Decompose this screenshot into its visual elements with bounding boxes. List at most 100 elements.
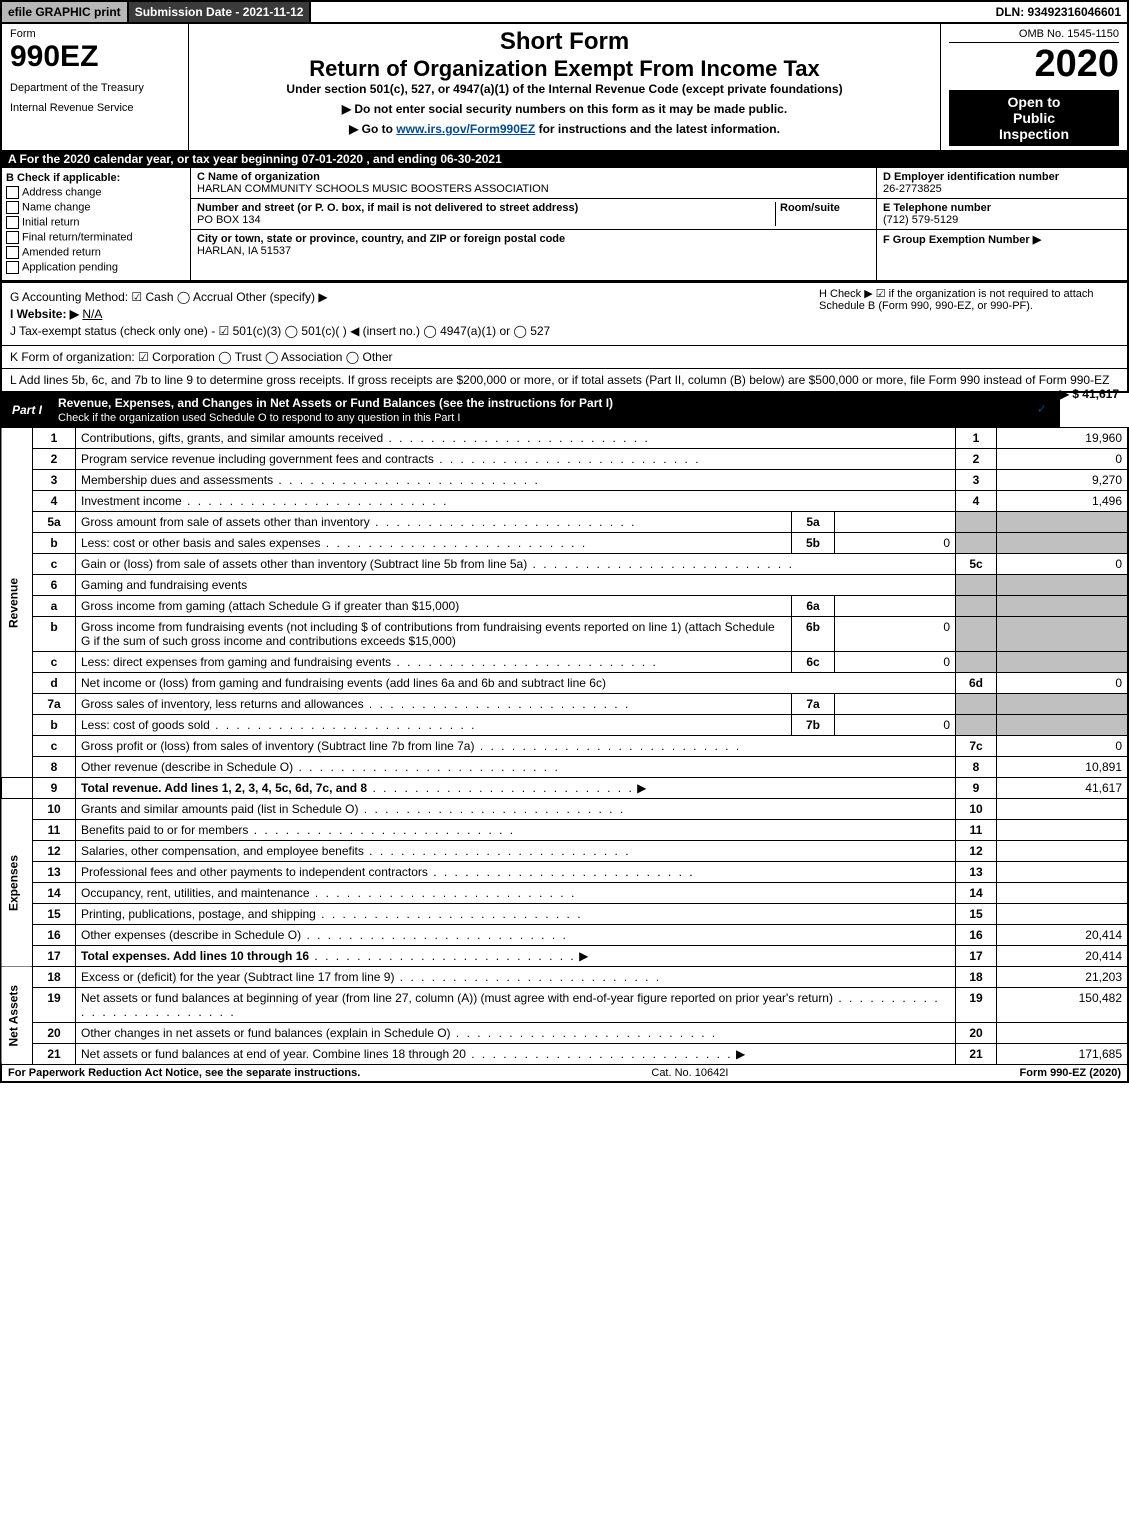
group-exemption-label: F Group Exemption Number ▶ (883, 234, 1041, 246)
l5a-rn (956, 512, 997, 533)
l11-amt (997, 820, 1129, 841)
line-k-row: K Form of organization: ☑ Corporation ◯ … (0, 345, 1129, 368)
l17-num: 17 (33, 946, 76, 967)
org-name: HARLAN COMMUNITY SCHOOLS MUSIC BOOSTERS … (197, 183, 549, 195)
cb-application-pending[interactable]: Application pending (6, 261, 186, 274)
l18-amt: 21,203 (997, 967, 1129, 988)
l17-rn: 17 (956, 946, 997, 967)
l14-desc: Occupancy, rent, utilities, and maintena… (76, 883, 956, 904)
l7c-desc: Gross profit or (loss) from sales of inv… (76, 736, 956, 757)
part1-schedule-o-checkbox[interactable] (1036, 404, 1049, 417)
cb-amended-return[interactable]: Amended return (6, 246, 186, 259)
l9-amt: 41,617 (997, 778, 1129, 799)
l7b-subval: 0 (835, 715, 956, 736)
l5b-num: b (33, 533, 76, 554)
l6d-rn: 6d (956, 673, 997, 694)
l5c-num: c (33, 554, 76, 575)
l21-desc: Net assets or fund balances at end of ye… (76, 1044, 956, 1065)
line-l: L Add lines 5b, 6c, and 7b to line 9 to … (10, 373, 1109, 387)
l8-desc: Other revenue (describe in Schedule O) (76, 757, 956, 778)
l10-desc: Grants and similar amounts paid (list in… (76, 799, 956, 820)
l6d-desc: Net income or (loss) from gaming and fun… (76, 673, 956, 694)
l6c-subval: 0 (835, 652, 956, 673)
l2-num: 2 (33, 449, 76, 470)
l5b-rn (956, 533, 997, 554)
l13-amt (997, 862, 1129, 883)
l20-desc: Other changes in net assets or fund bala… (76, 1023, 956, 1044)
l18-desc: Excess or (deficit) for the year (Subtra… (76, 967, 956, 988)
irs-link[interactable]: www.irs.gov/Form990EZ (396, 122, 535, 136)
l6b-desc: Gross income from fundraising events (no… (76, 617, 792, 652)
l20-amt (997, 1023, 1129, 1044)
l5a-sub: 5a (792, 512, 835, 533)
block-b-title: B Check if applicable: (6, 172, 186, 184)
l6a-amt (997, 596, 1129, 617)
info-block: B Check if applicable: Address change Na… (0, 168, 1129, 282)
dept-treasury: Department of the Treasury (10, 82, 180, 94)
cb-address-change[interactable]: Address change (6, 186, 186, 199)
l5b-desc: Less: cost or other basis and sales expe… (76, 533, 792, 554)
l16-rn: 16 (956, 925, 997, 946)
line-h: H Check ▶ ☑ if the organization is not r… (819, 287, 1119, 312)
l6b-sub: 6b (792, 617, 835, 652)
l5b-sub: 5b (792, 533, 835, 554)
ein-label: D Employer identification number (883, 171, 1059, 183)
l5c-desc: Gain or (loss) from sale of assets other… (76, 554, 956, 575)
l1-rn: 1 (956, 428, 997, 449)
l10-rn: 10 (956, 799, 997, 820)
l7a-num: 7a (33, 694, 76, 715)
cb-initial-return[interactable]: Initial return (6, 216, 186, 229)
open-line2: Public (953, 110, 1115, 126)
l15-amt (997, 904, 1129, 925)
l6a-sub: 6a (792, 596, 835, 617)
part1-tab: Part I (2, 400, 52, 420)
period-bar: A For the 2020 calendar year, or tax yea… (0, 150, 1129, 168)
l2-desc: Program service revenue including govern… (76, 449, 956, 470)
submission-date: Submission Date - 2021-11-12 (129, 2, 312, 22)
l16-num: 16 (33, 925, 76, 946)
dept-irs: Internal Revenue Service (10, 102, 180, 114)
cb-name-change[interactable]: Name change (6, 201, 186, 214)
l1-amt: 19,960 (997, 428, 1129, 449)
l4-rn: 4 (956, 491, 997, 512)
l7a-rn (956, 694, 997, 715)
l6c-num: c (33, 652, 76, 673)
l10-num: 10 (33, 799, 76, 820)
top-bar: efile GRAPHIC print Submission Date - 20… (0, 0, 1129, 24)
l7a-sub: 7a (792, 694, 835, 715)
l17-desc: Total expenses. Add lines 10 through 16 (76, 946, 956, 967)
cb-final-return[interactable]: Final return/terminated (6, 231, 186, 244)
l5c-amt: 0 (997, 554, 1129, 575)
l17-amt: 20,414 (997, 946, 1129, 967)
side-netassets: Net Assets (1, 967, 33, 1065)
l6-num: 6 (33, 575, 76, 596)
l6d-num: d (33, 673, 76, 694)
footer-form: Form 990-EZ (2020) (1020, 1067, 1121, 1079)
l6b-num: b (33, 617, 76, 652)
l5b-subval: 0 (835, 533, 956, 554)
l12-rn: 12 (956, 841, 997, 862)
short-form-title: Short Form (197, 28, 932, 56)
l6b-subval: 0 (835, 617, 956, 652)
part1-title: Revenue, Expenses, and Changes in Net As… (58, 396, 613, 410)
l7a-amt (997, 694, 1129, 715)
l11-desc: Benefits paid to or for members (76, 820, 956, 841)
l19-desc: Net assets or fund balances at beginning… (76, 988, 956, 1023)
instr-prefix: ▶ Go to (349, 122, 396, 136)
l6c-sub: 6c (792, 652, 835, 673)
ein-value: 26-2773825 (883, 183, 942, 195)
city-label: City or town, state or province, country… (197, 233, 565, 245)
l5a-num: 5a (33, 512, 76, 533)
l2-rn: 2 (956, 449, 997, 470)
l12-num: 12 (33, 841, 76, 862)
l20-rn: 20 (956, 1023, 997, 1044)
l7b-rn (956, 715, 997, 736)
l21-rn: 21 (956, 1044, 997, 1065)
l4-desc: Investment income (76, 491, 956, 512)
website-value: N/A (82, 307, 102, 321)
l7b-sub: 7b (792, 715, 835, 736)
l6-rn (956, 575, 997, 596)
block-c: C Name of organization HARLAN COMMUNITY … (191, 168, 876, 280)
block-def: D Employer identification number 26-2773… (876, 168, 1127, 280)
open-line1: Open to (953, 94, 1115, 110)
